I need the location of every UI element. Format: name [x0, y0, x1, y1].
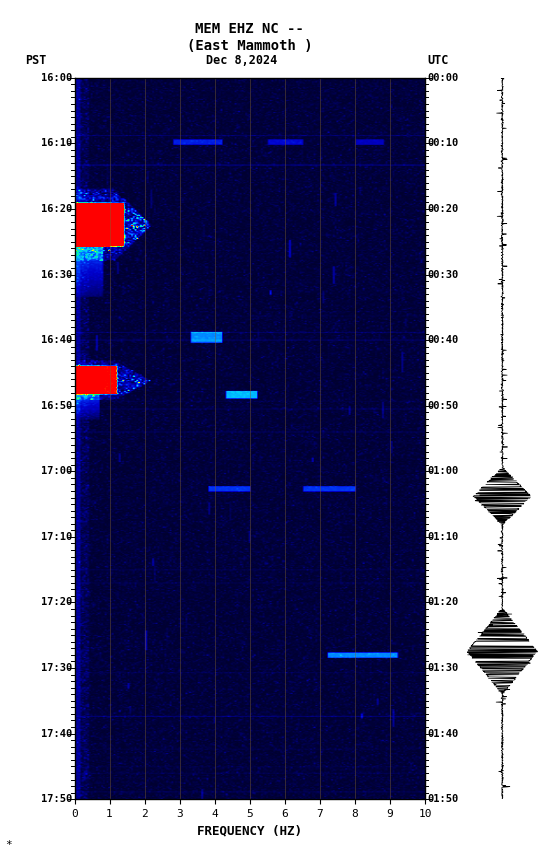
Text: UTC: UTC — [428, 54, 449, 67]
Text: 00:50: 00:50 — [428, 401, 459, 410]
Text: 01:20: 01:20 — [428, 597, 459, 607]
Text: 01:50: 01:50 — [428, 794, 459, 804]
Text: 00:00: 00:00 — [428, 73, 459, 83]
Text: 01:00: 01:00 — [428, 467, 459, 476]
Text: 16:00: 16:00 — [40, 73, 72, 83]
Text: 17:30: 17:30 — [40, 663, 72, 673]
Text: 00:30: 00:30 — [428, 270, 459, 280]
Text: PST: PST — [25, 54, 46, 67]
Text: 16:10: 16:10 — [40, 138, 72, 149]
Text: 17:40: 17:40 — [40, 728, 72, 739]
Text: 01:40: 01:40 — [428, 728, 459, 739]
Text: 00:40: 00:40 — [428, 335, 459, 345]
Text: MEM EHZ NC --: MEM EHZ NC -- — [195, 22, 304, 35]
Text: 17:00: 17:00 — [40, 467, 72, 476]
Text: 17:10: 17:10 — [40, 532, 72, 542]
Text: 16:40: 16:40 — [40, 335, 72, 345]
Text: 16:20: 16:20 — [40, 204, 72, 214]
Text: 00:10: 00:10 — [428, 138, 459, 149]
Text: 16:30: 16:30 — [40, 270, 72, 280]
Text: Dec 8,2024: Dec 8,2024 — [205, 54, 277, 67]
Text: 17:20: 17:20 — [40, 597, 72, 607]
Text: 01:30: 01:30 — [428, 663, 459, 673]
Text: 16:50: 16:50 — [40, 401, 72, 410]
Text: 00:20: 00:20 — [428, 204, 459, 214]
Text: 01:10: 01:10 — [428, 532, 459, 542]
Text: 17:50: 17:50 — [40, 794, 72, 804]
X-axis label: FREQUENCY (HZ): FREQUENCY (HZ) — [197, 824, 302, 837]
Text: (East Mammoth ): (East Mammoth ) — [187, 39, 312, 53]
Text: *: * — [6, 841, 12, 850]
